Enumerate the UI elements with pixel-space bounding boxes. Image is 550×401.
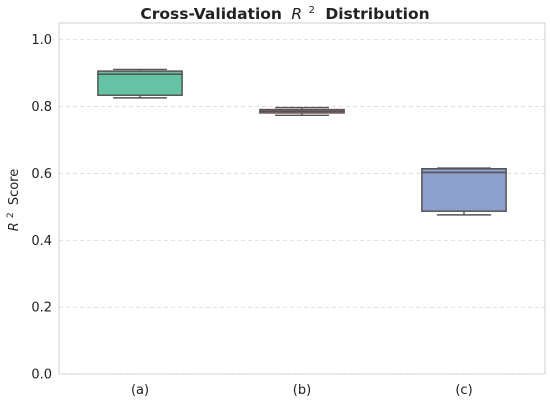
y-tick-label: 0.4 (31, 234, 52, 249)
x-tick-label: (c) (455, 383, 472, 398)
boxes (97, 68, 507, 216)
chart-title: Cross-Validation R 2 Distribution (140, 0, 429, 23)
ylabel-suffix: Score (7, 169, 22, 205)
ylabel-base: R (7, 222, 22, 231)
y-tick-label: 0.8 (31, 100, 52, 115)
box-2 (259, 106, 345, 116)
title-prefix: Cross-Validation (140, 5, 282, 23)
x-tick-label: (b) (293, 383, 311, 398)
y-tick-label: 0.6 (31, 167, 52, 182)
x-tick-label: (a) (131, 383, 149, 398)
box-rect (97, 70, 183, 96)
ylabel-exp: 2 (6, 212, 16, 218)
y-tick-label: 0.0 (31, 368, 52, 383)
tick-labels: 0.0 0.2 0.4 0.6 0.8 1.0 (a) (b) (c) (31, 33, 472, 398)
y-tick-label: 1.0 (31, 33, 52, 48)
title-suffix: Distribution (325, 5, 429, 23)
box-1 (97, 68, 183, 99)
y-axis-label: R 2 Score (2, 169, 22, 231)
y-tick-label: 0.2 (31, 301, 52, 316)
box-rect (421, 167, 507, 212)
title-math-base: R (291, 5, 302, 23)
title-math-exp: 2 (309, 5, 315, 16)
grid-lines (59, 39, 545, 375)
box-3 (421, 167, 507, 216)
